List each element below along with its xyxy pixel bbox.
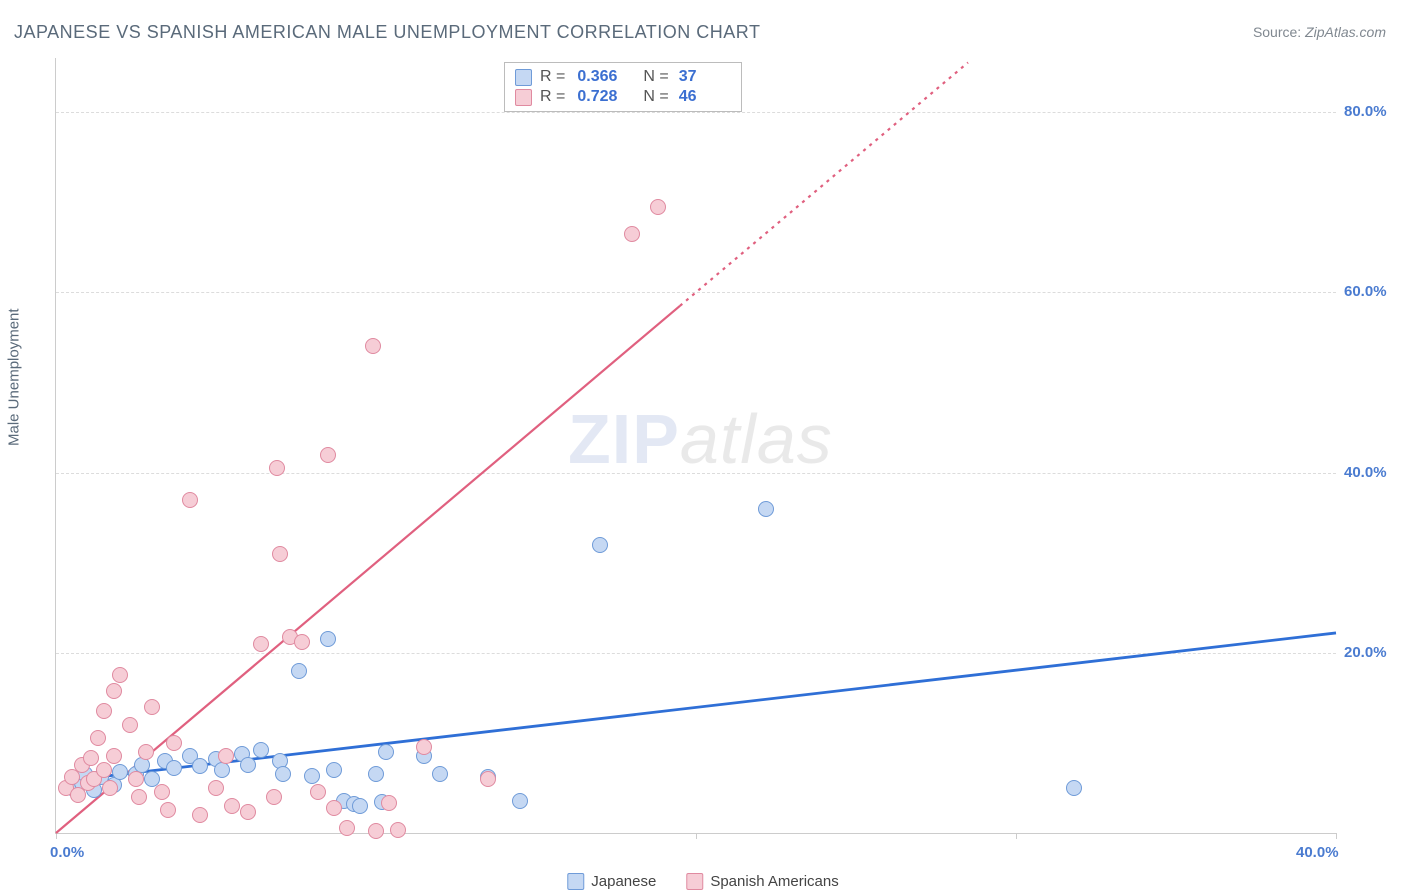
data-point (214, 762, 230, 778)
data-point (326, 762, 342, 778)
data-point (166, 735, 182, 751)
data-point (96, 703, 112, 719)
trend-line (82, 633, 1336, 779)
data-point (112, 667, 128, 683)
data-point (83, 750, 99, 766)
x-tick-mark (1336, 833, 1337, 839)
data-point (432, 766, 448, 782)
x-tick-label: 0.0% (50, 844, 84, 861)
source-label: Source: (1253, 24, 1301, 40)
data-point (294, 634, 310, 650)
data-point (224, 798, 240, 814)
data-point (416, 739, 432, 755)
data-point (326, 800, 342, 816)
legend-swatch (686, 873, 703, 890)
y-tick-label: 20.0% (1344, 644, 1404, 661)
chart-title: JAPANESE VS SPANISH AMERICAN MALE UNEMPL… (14, 22, 760, 43)
data-point (320, 447, 336, 463)
data-point (192, 758, 208, 774)
legend-item: Japanese (567, 873, 656, 890)
data-point (128, 771, 144, 787)
data-point (269, 460, 285, 476)
y-tick-label: 40.0% (1344, 464, 1404, 481)
data-point (208, 780, 224, 796)
data-point (266, 789, 282, 805)
series-legend: Japanese Spanish Americans (567, 873, 838, 890)
data-point (240, 804, 256, 820)
trend-overlay (56, 58, 1336, 833)
data-point (218, 748, 234, 764)
data-point (102, 780, 118, 796)
legend-swatch (567, 873, 584, 890)
data-point (96, 762, 112, 778)
data-point (166, 760, 182, 776)
data-point (512, 793, 528, 809)
data-point (378, 744, 394, 760)
data-point (253, 636, 269, 652)
chart-container: JAPANESE VS SPANISH AMERICAN MALE UNEMPL… (0, 0, 1406, 892)
data-point (106, 683, 122, 699)
data-point (310, 784, 326, 800)
data-point (154, 784, 170, 800)
data-point (624, 226, 640, 242)
legend-label: Spanish Americans (710, 873, 838, 890)
data-point (390, 822, 406, 838)
trend-line (680, 63, 968, 306)
data-point (368, 823, 384, 839)
source-citation: Source: ZipAtlas.com (1253, 24, 1386, 40)
data-point (90, 730, 106, 746)
x-tick-mark (696, 833, 697, 839)
data-point (138, 744, 154, 760)
y-tick-label: 80.0% (1344, 103, 1404, 120)
data-point (275, 766, 291, 782)
data-point (144, 699, 160, 715)
data-point (365, 338, 381, 354)
x-tick-mark (1016, 833, 1017, 839)
plot-area: ZIPatlas R =0.366N =37R =0.728N =46 20.0… (55, 58, 1336, 834)
data-point (160, 802, 176, 818)
data-point (381, 795, 397, 811)
data-point (1066, 780, 1082, 796)
data-point (272, 546, 288, 562)
data-point (592, 537, 608, 553)
source-value: ZipAtlas.com (1305, 24, 1386, 40)
data-point (291, 663, 307, 679)
data-point (182, 492, 198, 508)
data-point (192, 807, 208, 823)
data-point (758, 501, 774, 517)
data-point (650, 199, 666, 215)
legend-label: Japanese (591, 873, 656, 890)
y-axis-label: Male Unemployment (6, 308, 23, 446)
y-tick-label: 60.0% (1344, 283, 1404, 300)
data-point (320, 631, 336, 647)
data-point (112, 764, 128, 780)
data-point (368, 766, 384, 782)
data-point (240, 757, 256, 773)
data-point (122, 717, 138, 733)
data-point (253, 742, 269, 758)
data-point (339, 820, 355, 836)
data-point (131, 789, 147, 805)
data-point (480, 771, 496, 787)
data-point (352, 798, 368, 814)
data-point (106, 748, 122, 764)
legend-item: Spanish Americans (686, 873, 838, 890)
x-tick-label: 40.0% (1296, 844, 1339, 861)
data-point (304, 768, 320, 784)
x-tick-mark (56, 833, 57, 839)
